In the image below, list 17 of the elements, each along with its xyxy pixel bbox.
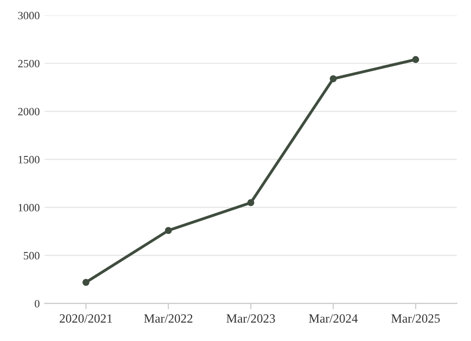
x-tick-label: Mar/2022 — [144, 314, 192, 323]
y-tick-label: 1000 — [18, 204, 40, 212]
x-tick-label: Mar/2023 — [226, 314, 275, 323]
point — [330, 75, 337, 82]
x-tick-label: Mar/2024 — [308, 314, 358, 323]
x-tick-label: 2020/2021 — [60, 314, 112, 323]
y-tick-label: 3000 — [18, 12, 40, 20]
y-tick-label: 500 — [24, 252, 40, 260]
point — [247, 199, 254, 206]
point — [82, 278, 90, 286]
point — [412, 56, 420, 63]
x-tick-label: Mar/2025 — [391, 314, 440, 323]
y-tick-label: 1500 — [18, 156, 40, 164]
y-tick-label: 0 — [34, 300, 40, 308]
y-tick-label: 2000 — [18, 108, 40, 116]
point — [164, 227, 172, 234]
y-tick-label: 2500 — [18, 60, 40, 68]
